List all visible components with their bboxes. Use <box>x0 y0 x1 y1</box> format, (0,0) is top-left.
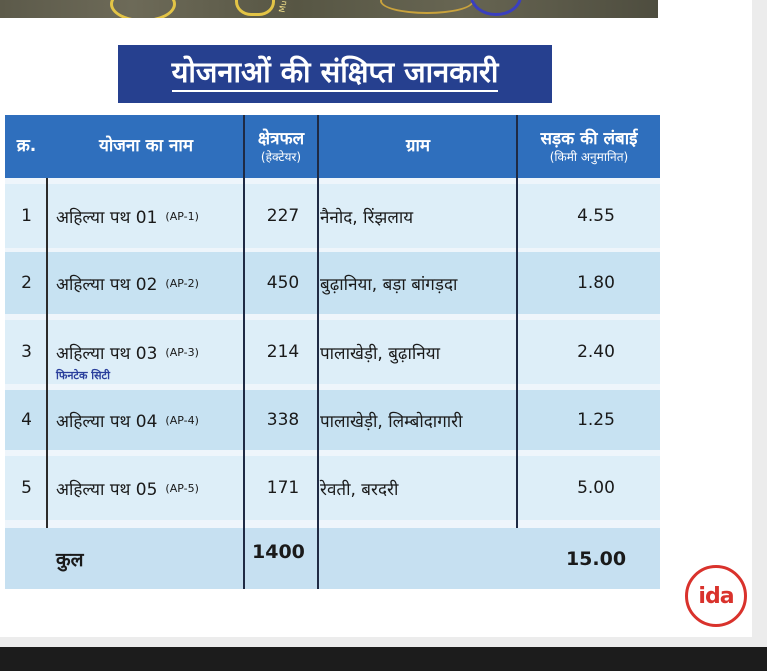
header-road-length: सड़क की लंबाई (किमी अनुमानित) <box>540 129 638 164</box>
row-serial: 5 <box>21 478 32 498</box>
ida-logo-text: ida <box>698 583 734 609</box>
row-road-length: 2.40 <box>577 342 615 362</box>
table-row <box>5 184 660 248</box>
row-road-length: 4.55 <box>577 206 615 226</box>
header-name: योजना का नाम <box>98 136 193 157</box>
row-code: (AP-3) <box>165 345 199 359</box>
row-scheme-name: अहिल्या पथ 04 (AP-4) <box>56 411 199 432</box>
header-serial: क्र. <box>16 136 37 157</box>
row-village: बुढ़ानिया, बड़ा बांगड़दा <box>320 274 458 295</box>
row-scheme-name: अहिल्या पथ 05 (AP-5) <box>56 479 199 500</box>
row-area: 338 <box>266 410 300 430</box>
row-area: 171 <box>266 478 300 498</box>
table-row <box>5 456 660 520</box>
row-village: पालाखेड़ी, बुढ़ानिया <box>320 343 440 364</box>
page-title: योजनाओं की संक्षिप्त जानकारी <box>171 55 499 92</box>
row-code: (AP-5) <box>165 481 199 495</box>
map-image-strip: Mu <box>0 0 658 18</box>
row-serial: 4 <box>21 410 32 430</box>
row-village: नैनोद, रिंझलाय <box>320 207 414 228</box>
page-title-box: योजनाओं की संक्षिप्त जानकारी <box>118 45 552 103</box>
header-village: ग्राम <box>405 136 431 157</box>
row-road-length: 5.00 <box>577 478 615 498</box>
row-serial: 3 <box>21 342 32 362</box>
map-road <box>380 0 474 14</box>
column-divider <box>46 178 48 528</box>
row-code: (AP-1) <box>165 209 199 223</box>
total-row <box>5 528 660 589</box>
row-area: 227 <box>266 206 300 226</box>
total-area: 1400 <box>252 541 305 563</box>
row-road-length: 1.80 <box>577 273 615 293</box>
row-area: 450 <box>266 273 300 293</box>
row-code: (AP-4) <box>165 413 199 427</box>
map-road <box>110 0 176 18</box>
header-area: क्षेत्रफल (हेक्टेयर) <box>257 129 305 164</box>
row-scheme-name: अहिल्या पथ 01 (AP-1) <box>56 207 199 228</box>
map-road <box>470 0 522 16</box>
bottom-bar <box>0 647 767 671</box>
row-scheme-name: अहिल्या पथ 02 (AP-2) <box>56 274 199 295</box>
map-road <box>235 0 275 16</box>
row-village: पालाखेड़ी, लिम्बोदागारी <box>320 411 463 432</box>
row-road-length: 1.25 <box>577 410 615 430</box>
table-row <box>5 252 660 314</box>
column-divider <box>516 115 518 528</box>
total-road-length: 15.00 <box>565 547 627 570</box>
map-label: Mu <box>277 0 289 14</box>
table-header <box>5 115 660 178</box>
row-serial: 1 <box>21 206 32 226</box>
ida-logo: ida <box>685 565 747 627</box>
slide: Mu योजनाओं की संक्षिप्त जानकारी क्र. योज… <box>0 0 752 637</box>
row-village: रेवती, बरदरी <box>320 479 399 500</box>
row-serial: 2 <box>21 273 32 293</box>
column-divider <box>243 115 245 589</box>
table-row <box>5 320 660 384</box>
total-label: कुल <box>56 548 84 571</box>
row-code: (AP-2) <box>165 276 199 290</box>
row-area: 214 <box>266 342 300 362</box>
column-divider <box>317 115 319 589</box>
row-scheme-name: अहिल्या पथ 03 (AP-3) <box>56 343 199 364</box>
table-row <box>5 390 660 450</box>
row-subtitle: फिनटेक सिटी <box>56 369 110 382</box>
